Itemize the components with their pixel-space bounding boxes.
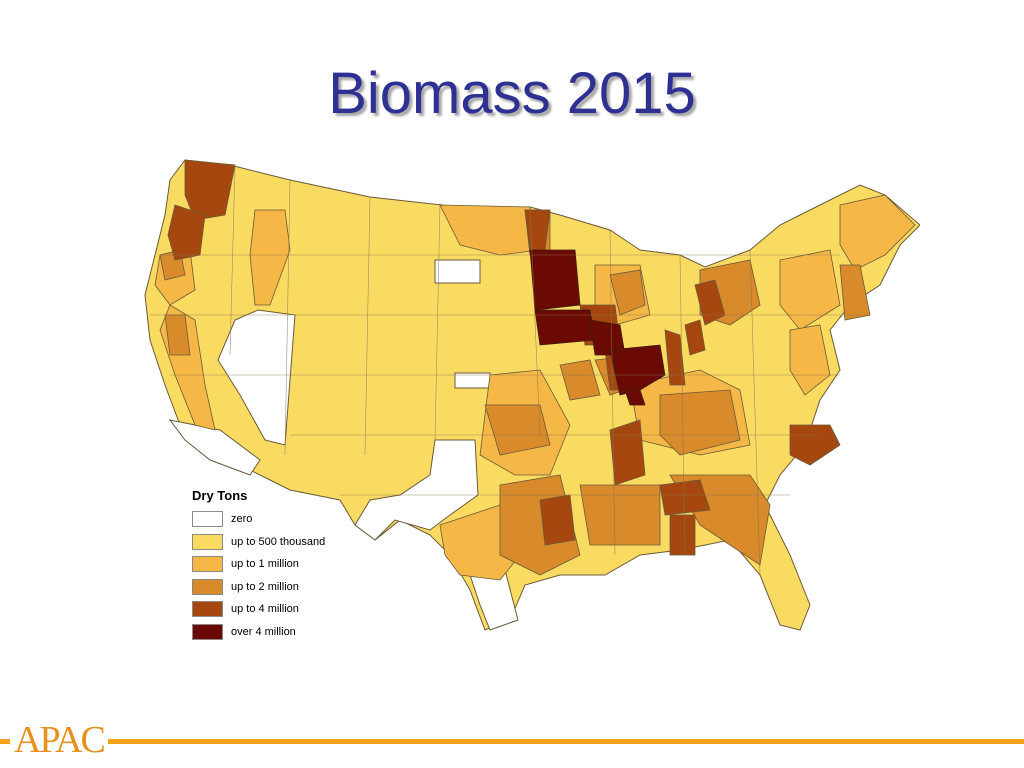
legend-label: up to 1 million [231, 558, 299, 571]
legend-swatch-500k [192, 533, 223, 550]
slide-title: Biomass 2015 [328, 61, 696, 126]
legend-label: up to 500 thousand [231, 535, 326, 548]
zero-region-nd [434, 259, 481, 284]
legend-label: zero [231, 513, 253, 526]
footer-divider [0, 739, 1024, 744]
legend-item: up to 1 million [192, 553, 325, 576]
legend-item: up to 4 million [192, 598, 325, 621]
legend-title: Dry Tons [192, 488, 248, 503]
legend-item: zero [192, 508, 325, 531]
legend-item: over 4 million [192, 621, 325, 644]
legend-swatch-zero [192, 511, 223, 528]
zero-region-nevada [217, 309, 296, 446]
legend-item: up to 2 million [192, 576, 325, 599]
apac-logo: APAC [10, 718, 108, 762]
legend-label: over 4 million [231, 625, 296, 638]
legend-swatch-2m [192, 578, 223, 595]
legend-item: up to 500 thousand [192, 531, 325, 554]
county-lines [150, 164, 860, 576]
legend-label: up to 4 million [231, 603, 299, 616]
legend-swatch-over-4m [192, 623, 223, 640]
legend-label: up to 2 million [231, 580, 299, 593]
legend-swatch-1m [192, 556, 223, 573]
map-legend: Dry Tons zero up to 500 thousand up to 1… [192, 488, 325, 643]
legend-swatch-4m [192, 601, 223, 618]
zero-region-southwest [168, 419, 261, 476]
zero-region-west-texas [354, 439, 479, 541]
us-biomass-map [144, 159, 920, 631]
tier-over-4-million [529, 249, 666, 406]
